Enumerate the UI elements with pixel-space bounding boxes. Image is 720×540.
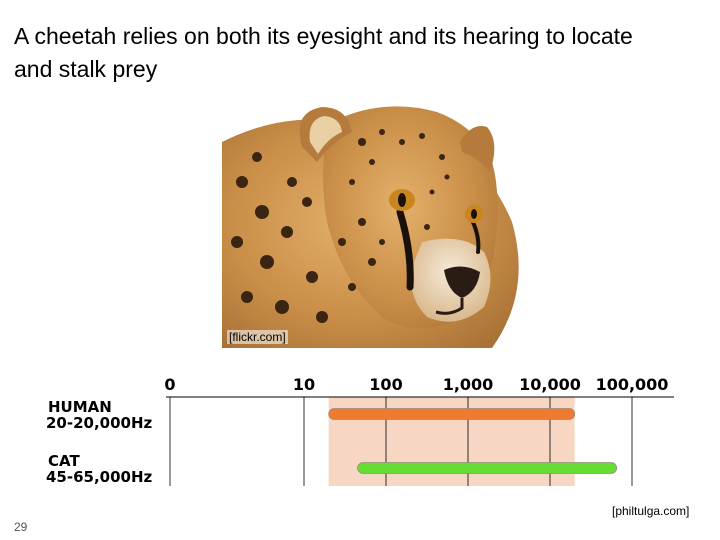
slide-title: A cheetah relies on both its eyesight an… xyxy=(14,23,633,82)
series-name-label: HUMAN xyxy=(48,398,112,416)
x-tick-label: 1,000 xyxy=(443,375,494,394)
x-tick-label: 100 xyxy=(369,375,402,394)
photo-credit: [flickr.com] xyxy=(227,330,288,344)
series-name-label: CAT xyxy=(48,452,80,470)
hearing-range-chart: 0 10 100 1,000 10,000 100,000 HUMAN20-20,000Hz… xyxy=(46,375,674,486)
cheetah-photo xyxy=(222,102,594,348)
x-tick-label: 10,000 xyxy=(519,375,581,394)
series-range-label: 20-20,000Hz xyxy=(46,414,153,432)
series-range-label: 45-65,000Hz xyxy=(46,468,153,486)
x-tick-label: 0 xyxy=(164,375,175,394)
range-bar-cat xyxy=(357,462,618,474)
x-tick-label: 10 xyxy=(293,375,315,394)
chart-credit: [philtulga.com] xyxy=(612,504,690,518)
range-bar-human xyxy=(328,408,576,420)
page-number: 29 xyxy=(14,520,28,534)
x-tick-label: 100,000 xyxy=(596,375,669,394)
